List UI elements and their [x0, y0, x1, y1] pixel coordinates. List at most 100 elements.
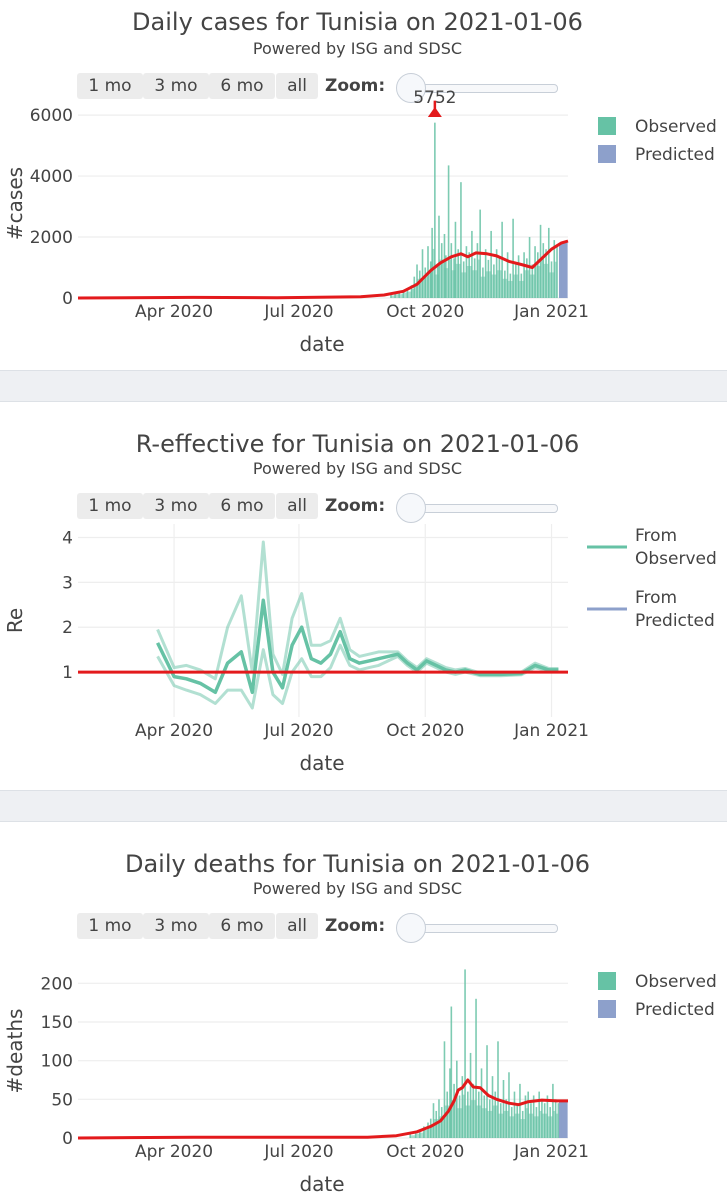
observed-bar: [433, 1119, 437, 1138]
observed-bar: [419, 1132, 424, 1138]
range-3mo-button[interactable]: 3 mo: [143, 493, 209, 519]
range-1mo-button[interactable]: 1 mo: [77, 73, 143, 99]
predicted-bar: [564, 241, 567, 298]
range-3mo-button[interactable]: 3 mo: [143, 913, 209, 939]
observed-bar: [540, 259, 544, 298]
observed-bar: [434, 274, 438, 298]
annotation-arrow-head: [427, 107, 442, 117]
zoom-label: Zoom:: [325, 76, 386, 96]
observed-bar: [441, 1116, 445, 1138]
zoom-slider-handle[interactable]: [396, 913, 426, 943]
observed-bar: [487, 1110, 490, 1138]
observed-bar: [451, 1100, 455, 1138]
observed-bar: [467, 1105, 471, 1138]
predicted-bar: [561, 1100, 564, 1138]
y-tick-label: 2: [62, 618, 73, 638]
observed-bar: [438, 215, 440, 298]
observed-bar: [445, 268, 449, 298]
observed-bar: [508, 1116, 512, 1138]
range-3mo-button[interactable]: 3 mo: [143, 73, 209, 99]
chart-subtitle: Powered by ISG and SDSC: [252, 459, 463, 478]
predicted-bar: [565, 1100, 568, 1138]
observed-bar: [537, 265, 541, 298]
zoom-slider-handle[interactable]: [396, 493, 426, 523]
trend-line: [77, 239, 569, 300]
observed-bar: [539, 1110, 542, 1138]
legend-swatch: [598, 145, 616, 163]
predicted-bar: [565, 240, 568, 298]
y-tick-label: 6000: [30, 106, 73, 126]
y-tick-label: 150: [41, 1013, 73, 1033]
observed-bar: [469, 265, 472, 298]
chart-title: R-effective for Tunisia on 2021-01-06: [135, 430, 580, 458]
observed-bar: [465, 1105, 468, 1138]
zoom-label: Zoom:: [325, 496, 386, 516]
y-tick-label: 100: [41, 1052, 73, 1072]
cases-chart: 0 2000 4000 6000 Apr 2020 Jul 2020 Oct 2020 Jan…: [3, 88, 717, 356]
range-1mo-button[interactable]: 1 mo: [77, 913, 143, 939]
observed-bar: [432, 1103, 435, 1138]
observed-bar: [448, 259, 452, 298]
predicted-bar: [558, 1100, 561, 1138]
re-panel: R-effective for Tunisia on 2021-01-06 Po…: [0, 402, 727, 790]
legend-label: Observed: [635, 117, 717, 137]
observed-bar: [547, 227, 550, 298]
observed-bar: [525, 1108, 529, 1138]
legend-swatch: [598, 972, 616, 990]
observed-bar: [486, 1045, 488, 1138]
observed-bar: [432, 248, 435, 298]
range-all-button[interactable]: all: [276, 913, 318, 939]
observed-bar: [502, 1080, 505, 1138]
observed-bar: [551, 272, 555, 298]
observed-bar: [550, 1116, 553, 1138]
observed-bar: [399, 294, 404, 298]
range-6mo-button[interactable]: 6 mo: [209, 73, 275, 99]
observed-bar: [495, 1105, 498, 1138]
range-6mo-button[interactable]: 6 mo: [209, 493, 275, 519]
observed-bar: [496, 270, 500, 298]
y-tick-label: 200: [41, 974, 73, 994]
observed-bar: [535, 265, 538, 298]
range-6mo-button[interactable]: 6 mo: [209, 913, 275, 939]
observed-bar: [499, 270, 503, 298]
deaths-panel: Daily deaths for Tunisia on 2021-01-06 P…: [0, 822, 727, 1200]
observed-bar: [443, 1041, 446, 1138]
predicted-bar: [560, 242, 563, 298]
observed-bar: [473, 1100, 477, 1138]
legend-swatch: [598, 1000, 616, 1018]
annotation-label: 5752: [413, 88, 456, 108]
observed-bar: [419, 278, 423, 298]
legend-label: From: [635, 526, 677, 546]
observed-bar: [459, 1108, 463, 1138]
x-axis-title: date: [299, 751, 344, 775]
observed-bar: [428, 1127, 431, 1138]
observed-bar: [484, 1108, 488, 1138]
observed-bar: [454, 221, 457, 298]
zoom-slider-handle[interactable]: [396, 73, 426, 103]
observed-bar: [438, 259, 442, 298]
legend-label: Predicted: [635, 611, 715, 631]
observed-bar: [519, 1119, 523, 1138]
observed-bar: [422, 276, 426, 298]
observed-bar: [470, 1100, 474, 1138]
observed-bar: [491, 274, 494, 298]
observed-bar: [414, 283, 418, 298]
y-tick-label: 0: [62, 1129, 73, 1149]
observed-bar: [415, 1133, 420, 1138]
observed-bar: [484, 249, 487, 298]
observed-bar: [480, 276, 483, 298]
range-1mo-button[interactable]: 1 mo: [77, 493, 143, 519]
x-tick-label: Jan 2021: [513, 721, 589, 741]
observed-bar: [544, 1113, 548, 1138]
panel-separator: [0, 790, 727, 822]
legend-label: Observed: [635, 549, 717, 569]
observed-bar: [497, 1041, 499, 1138]
zoom-label: Zoom:: [325, 916, 386, 936]
range-all-button[interactable]: all: [276, 73, 318, 99]
x-tick-label: Jul 2020: [263, 721, 333, 741]
range-all-button[interactable]: all: [276, 493, 318, 519]
observed-bar: [475, 998, 477, 1138]
observed-bar: [437, 274, 439, 298]
x-axis-title: date: [299, 332, 344, 356]
observed-bar: [511, 1116, 515, 1138]
